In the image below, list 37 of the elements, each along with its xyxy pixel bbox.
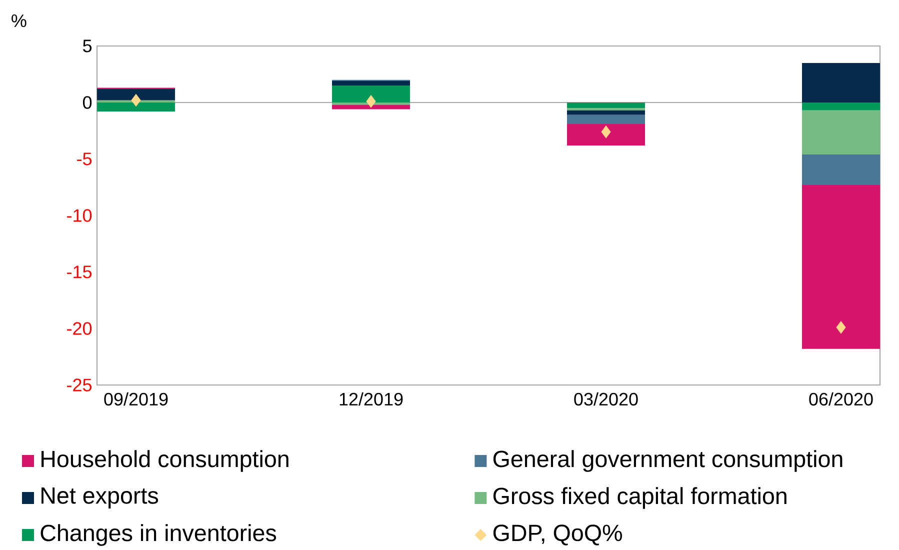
y-tick-label: -5: [77, 152, 92, 166]
legend-label: General government consumption: [493, 450, 842, 472]
bar: [332, 81, 410, 86]
x-tick-label: 03/2020: [574, 392, 638, 406]
bar: [566, 110, 646, 115]
bar: [566, 102, 646, 108]
bar: [802, 102, 880, 110]
y-tick-label: -15: [67, 266, 92, 278]
legend-label: Household consumption: [42, 450, 288, 472]
bar: [802, 110, 880, 154]
y-tick-label: 0: [82, 96, 92, 109]
bar: [802, 62, 880, 102]
bar: [566, 124, 646, 146]
y-tick-label: -25: [67, 378, 92, 392]
point: [836, 321, 846, 334]
legend-label: Gross fixed capital formation: [493, 487, 786, 509]
legend-label: GDP, QoQ%: [493, 524, 622, 546]
bar: [802, 154, 880, 185]
y-tick-label: 5: [82, 40, 92, 52]
text: %: [12, 14, 26, 28]
bar: [566, 114, 646, 124]
point: [601, 126, 611, 138]
bar: [332, 102, 410, 105]
bar: [97, 102, 176, 112]
point: [131, 94, 141, 107]
x-tick-label: 09/2019: [104, 392, 168, 406]
bar: [332, 86, 410, 102]
bar: [97, 88, 176, 100]
legend-label: Changes in inventories: [40, 524, 276, 546]
point: [366, 95, 376, 108]
x-tick-label: 12/2019: [340, 392, 403, 406]
legend-label: Net exports: [42, 488, 158, 508]
bar: [332, 104, 410, 110]
y-tick-label: -10: [67, 209, 92, 222]
y-tick-label: -20: [67, 322, 92, 335]
x-tick-label: 06/2020: [809, 392, 873, 406]
bar: [802, 184, 880, 349]
